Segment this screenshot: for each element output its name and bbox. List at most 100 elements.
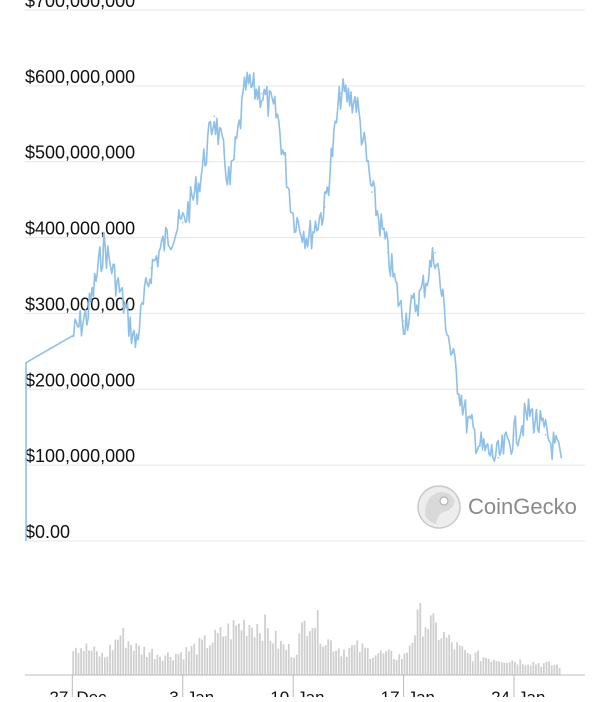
volume-bar bbox=[414, 635, 416, 675]
volume-bar bbox=[461, 646, 464, 675]
volume-bar bbox=[511, 660, 514, 675]
volume-bar bbox=[316, 610, 319, 675]
volume-bar bbox=[132, 650, 135, 675]
volume-bar bbox=[401, 659, 403, 675]
volume-bar bbox=[266, 628, 269, 675]
volume-bar bbox=[529, 665, 532, 675]
volume-bar bbox=[285, 649, 288, 675]
volume-bar bbox=[127, 641, 130, 675]
volume-bar bbox=[361, 643, 364, 675]
volume-bar bbox=[445, 637, 448, 675]
volume-bar bbox=[164, 655, 167, 675]
volume-bar bbox=[195, 654, 198, 675]
volume-bar bbox=[474, 652, 477, 675]
volume-bar bbox=[390, 650, 393, 675]
volume-bar bbox=[230, 639, 232, 675]
volume-bar bbox=[508, 662, 511, 675]
y-axis-ticks: $700,000,000 $600,000,000 $500,000,000 $400… bbox=[25, 0, 135, 542]
volume-bar bbox=[198, 637, 201, 675]
volume-bar bbox=[458, 645, 461, 675]
volume-bar bbox=[209, 645, 211, 675]
price-point bbox=[308, 236, 310, 239]
price-point bbox=[497, 456, 500, 459]
volume-bar bbox=[395, 660, 398, 675]
volume-bar bbox=[182, 659, 185, 675]
volume-bar bbox=[253, 637, 256, 675]
volume-bar bbox=[435, 622, 437, 675]
volume-bar bbox=[358, 652, 361, 675]
volume-bar bbox=[290, 657, 293, 675]
volume-bar bbox=[550, 665, 553, 675]
volume-bar bbox=[540, 666, 543, 675]
volume-bar bbox=[548, 661, 550, 675]
volume-bar bbox=[471, 661, 474, 675]
x-tick-month-label: Jan bbox=[408, 688, 435, 697]
x-tick-month-label: Jan bbox=[518, 688, 545, 697]
volume-bar bbox=[327, 639, 330, 675]
volume-bar bbox=[156, 654, 159, 675]
volume-bar bbox=[408, 645, 411, 675]
volume-bar bbox=[351, 645, 353, 675]
price-point bbox=[103, 244, 105, 246]
volume-bar bbox=[185, 647, 188, 675]
volume-bar bbox=[224, 636, 227, 675]
volume-bar bbox=[516, 664, 519, 675]
volume-bar bbox=[514, 662, 516, 675]
y-tick-label: $500,000,000 bbox=[25, 143, 135, 163]
volume-bar bbox=[172, 660, 174, 675]
volume-bar bbox=[135, 643, 138, 675]
volume-bar bbox=[353, 645, 356, 675]
volume-bar bbox=[245, 636, 248, 675]
volume-bar bbox=[429, 615, 432, 675]
volume-bar bbox=[140, 654, 143, 675]
volume-bar bbox=[398, 654, 401, 675]
price-point bbox=[197, 183, 200, 186]
volume-bar bbox=[122, 628, 125, 675]
volume-bar bbox=[558, 667, 561, 675]
volume-bar bbox=[521, 664, 524, 675]
volume-bar bbox=[432, 613, 435, 675]
volume-bar bbox=[117, 639, 119, 675]
volume-bar bbox=[422, 636, 424, 675]
volume-bar bbox=[295, 654, 298, 675]
price-point bbox=[371, 191, 373, 193]
volume-bar bbox=[479, 661, 482, 675]
volume-bar bbox=[356, 640, 359, 675]
volume-bar bbox=[214, 629, 217, 675]
price-series-line bbox=[25, 71, 563, 541]
volume-bar bbox=[264, 614, 266, 675]
volume-bar bbox=[453, 649, 456, 675]
coingecko-watermark-text: CoinGecko bbox=[468, 494, 577, 519]
price-point bbox=[339, 92, 342, 95]
volume-bar bbox=[206, 648, 209, 675]
volume-bar bbox=[222, 636, 224, 675]
y-tick-label: $600,000,000 bbox=[25, 67, 135, 87]
volume-bar bbox=[542, 663, 545, 675]
volume-bar bbox=[532, 662, 535, 675]
y-tick-label: $300,000,000 bbox=[25, 294, 135, 314]
volume-bar bbox=[385, 651, 387, 675]
x-axis-ticks: 27 Dec 3 Jan 10 Jan 17 Jan 24 Jan bbox=[49, 675, 545, 702]
volume-bar bbox=[466, 652, 469, 675]
x-tick-day-label: 24 bbox=[491, 688, 510, 697]
volume-bar bbox=[272, 643, 274, 675]
volume-bar bbox=[306, 636, 309, 675]
y-tick-label: $400,000,000 bbox=[25, 219, 135, 239]
price-point bbox=[481, 449, 484, 451]
volume-bar bbox=[274, 630, 277, 675]
volume-bar bbox=[143, 646, 146, 675]
volume-bar bbox=[151, 648, 153, 675]
volume-bar bbox=[90, 650, 93, 675]
volume-bar bbox=[335, 650, 337, 675]
volume-bar bbox=[374, 655, 377, 675]
volume-bar bbox=[106, 656, 109, 675]
volume-bar bbox=[319, 643, 322, 675]
volume-bar bbox=[216, 633, 219, 675]
volume-bar bbox=[324, 645, 327, 675]
volume-bar bbox=[545, 661, 548, 675]
volume-bar bbox=[448, 634, 451, 675]
volume-bar bbox=[96, 651, 98, 675]
coingecko-logo-icon bbox=[417, 485, 461, 529]
volume-bar bbox=[537, 663, 540, 675]
volume-bar bbox=[369, 658, 372, 675]
